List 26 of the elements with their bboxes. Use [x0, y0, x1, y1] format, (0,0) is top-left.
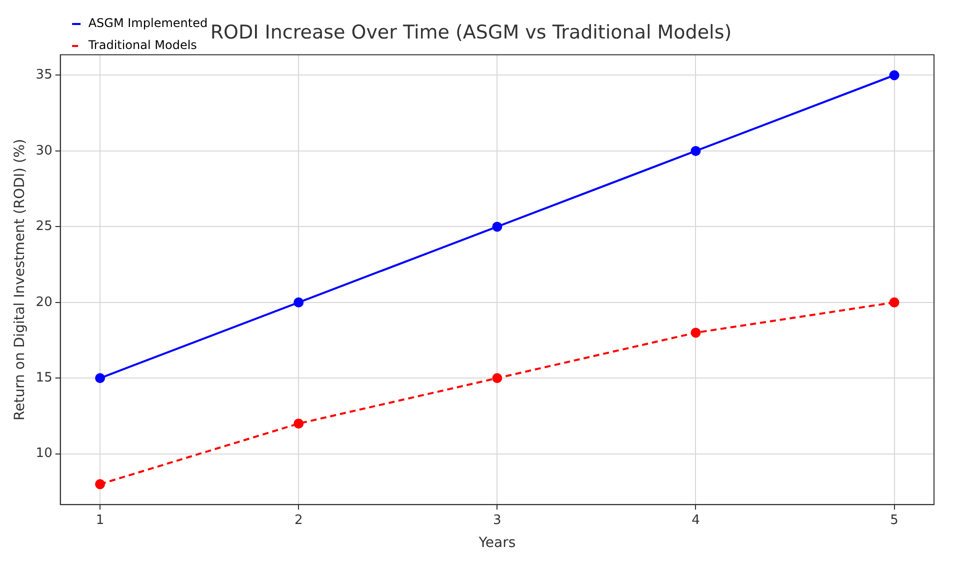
y-tick-label: 35: [36, 68, 52, 83]
point: [492, 373, 502, 384]
x-tick-label: 4: [692, 512, 700, 528]
point: [889, 70, 900, 80]
point: [690, 328, 701, 338]
y-tick-label: 15: [36, 370, 52, 386]
legend-label: ASGM Implemented: [88, 16, 208, 30]
chart-title: RODI Increase Over Time (ASGM vs Traditional Models): [210, 21, 732, 44]
point: [95, 479, 106, 490]
x-axis-title: Years: [478, 535, 516, 552]
legend-label: Traditional Models: [87, 38, 197, 52]
point: [294, 418, 304, 429]
x-tick-label: 2: [294, 512, 303, 528]
x-tick-label: 1: [96, 512, 104, 528]
point: [889, 297, 900, 308]
x-tick-label: 5: [890, 512, 898, 528]
point: [690, 146, 701, 156]
point: [492, 222, 502, 232]
y-tick-label: 10: [36, 446, 52, 462]
point: [95, 373, 106, 384]
y-tick-label: 25: [36, 219, 52, 234]
y-axis-title: Return on Digital Investment (RODI) (%): [12, 138, 28, 421]
y-tick-label: 30: [36, 143, 52, 158]
point: [294, 297, 304, 308]
y-tick-label: 20: [36, 294, 52, 310]
x-tick-label: 3: [493, 512, 502, 528]
